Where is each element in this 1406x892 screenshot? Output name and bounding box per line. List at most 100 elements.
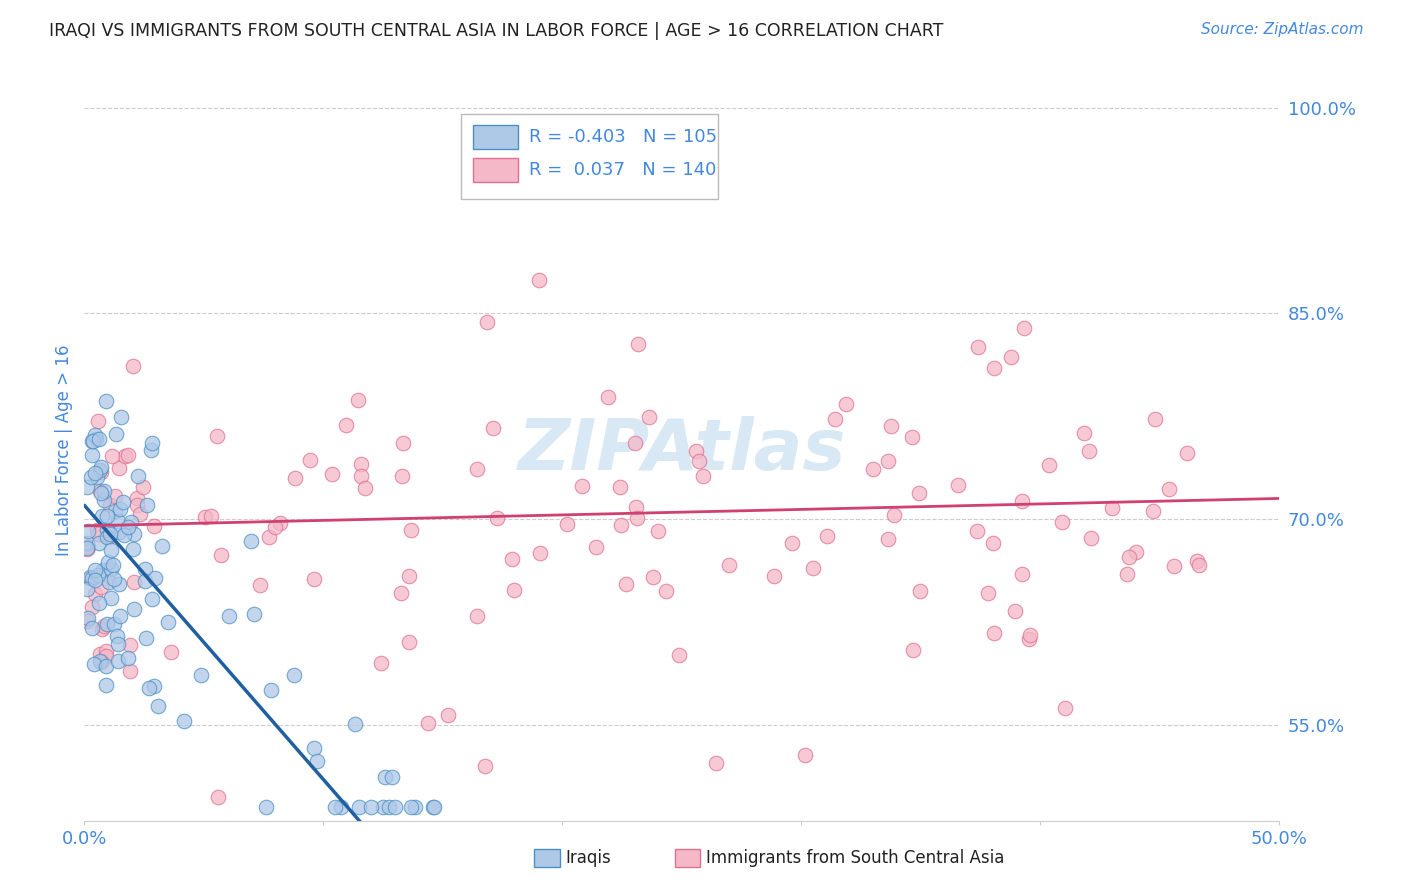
Point — [609, 480, 631, 494]
Point — [404, 800, 426, 814]
Point — [91, 622, 114, 636]
Point — [418, 715, 440, 730]
Point — [655, 584, 678, 599]
Point — [1101, 501, 1123, 516]
Point — [257, 530, 280, 544]
Point — [585, 540, 607, 554]
Point — [883, 508, 905, 522]
Point — [609, 518, 631, 533]
Point — [76, 614, 98, 628]
Point — [360, 800, 382, 814]
Point — [90, 655, 112, 669]
Point — [104, 426, 127, 441]
Point — [1011, 567, 1033, 582]
Point — [347, 393, 370, 408]
Point — [90, 486, 112, 500]
Point — [623, 436, 645, 450]
Point — [824, 412, 846, 426]
Point — [901, 643, 924, 657]
Point — [1012, 320, 1035, 334]
Point — [118, 638, 141, 652]
Point — [173, 714, 195, 729]
Point — [101, 558, 124, 572]
Point — [134, 562, 156, 576]
Point — [86, 524, 108, 538]
Point — [100, 450, 122, 464]
Point — [467, 462, 489, 476]
Point — [834, 397, 856, 411]
Point — [89, 647, 111, 661]
Point — [159, 645, 181, 659]
Point — [108, 501, 131, 516]
Point — [114, 528, 136, 542]
Point — [688, 454, 710, 468]
Point — [87, 568, 110, 582]
Point — [643, 570, 665, 584]
Point — [82, 434, 104, 449]
Point — [86, 414, 108, 428]
Point — [93, 618, 115, 632]
Point — [98, 527, 121, 541]
Point — [465, 609, 488, 624]
Point — [264, 520, 287, 534]
Point — [79, 571, 101, 585]
Point — [103, 572, 125, 586]
Point — [93, 563, 115, 577]
Point — [117, 448, 139, 462]
Point — [82, 571, 104, 585]
Point — [84, 586, 107, 600]
Point — [110, 410, 132, 425]
Point — [76, 541, 98, 555]
Point — [423, 800, 446, 814]
Point — [107, 654, 129, 668]
Point — [1157, 482, 1180, 496]
Point — [486, 510, 509, 524]
Point — [89, 483, 111, 498]
Point — [143, 679, 166, 693]
Point — [249, 577, 271, 591]
Point — [474, 758, 496, 772]
Point — [122, 527, 145, 541]
Point — [977, 586, 1000, 600]
Point — [98, 498, 121, 512]
Point — [908, 584, 931, 599]
Text: Immigrants from South Central Asia: Immigrants from South Central Asia — [706, 849, 1004, 867]
Point — [335, 418, 357, 433]
Point — [84, 564, 107, 578]
Point — [128, 507, 150, 521]
Text: IRAQI VS IMMIGRANTS FROM SOUTH CENTRAL ASIA IN LABOR FORCE | AGE > 16 CORRELATIO: IRAQI VS IMMIGRANTS FROM SOUTH CENTRAL A… — [49, 22, 943, 40]
Point — [98, 575, 121, 590]
Point — [966, 340, 988, 354]
Point — [614, 576, 637, 591]
Text: Iraqis: Iraqis — [565, 849, 612, 867]
Point — [97, 555, 120, 569]
Point — [350, 468, 373, 483]
Point — [134, 574, 156, 589]
Point — [398, 634, 420, 648]
Point — [668, 648, 690, 662]
Point — [370, 657, 392, 671]
Point — [100, 591, 122, 606]
Point — [89, 654, 111, 668]
Point — [685, 444, 707, 458]
Point — [194, 509, 217, 524]
Point — [84, 573, 107, 587]
Point — [83, 467, 105, 481]
Point — [401, 523, 423, 537]
Point — [1000, 350, 1022, 364]
Point — [242, 607, 264, 621]
Point — [1018, 632, 1040, 647]
Point — [96, 523, 118, 537]
Point — [82, 599, 104, 614]
Point — [76, 541, 98, 556]
Point — [374, 771, 396, 785]
Point — [90, 459, 112, 474]
Point — [122, 575, 145, 590]
Point — [626, 500, 648, 514]
Point — [1115, 566, 1137, 581]
Point — [481, 421, 503, 435]
Point — [132, 480, 155, 494]
Point — [108, 461, 131, 475]
Point — [966, 524, 988, 538]
Point — [1188, 558, 1211, 572]
